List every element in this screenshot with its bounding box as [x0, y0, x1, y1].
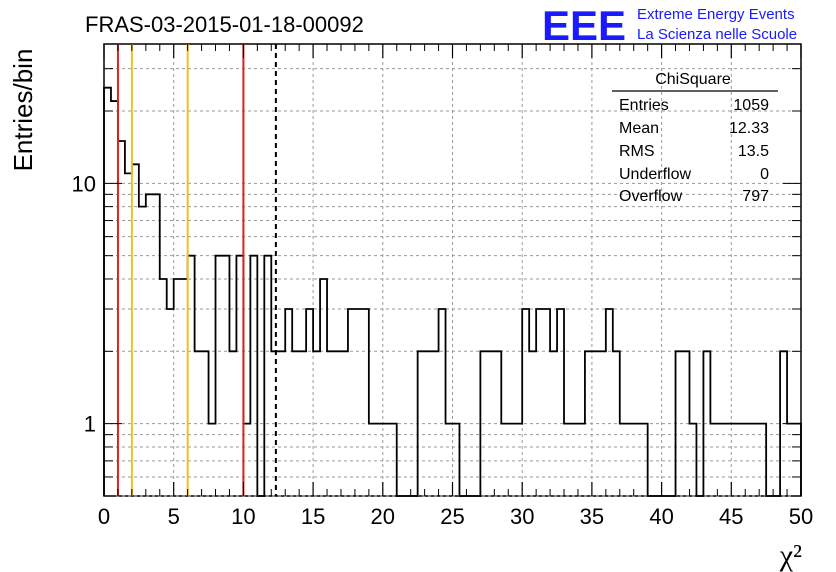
x-axis-label: χ²	[779, 539, 802, 572]
x-tick-label: 50	[789, 504, 813, 529]
y-tick-label: 1	[84, 412, 96, 437]
x-tick-label: 15	[301, 504, 325, 529]
x-tick-label: 10	[231, 504, 255, 529]
marker-lines	[116, 44, 277, 496]
x-tick-label: 5	[168, 504, 180, 529]
stats-label-overflow: Overflow	[619, 188, 683, 205]
logo-line-2: La Scienza nelle Scuole	[637, 26, 797, 43]
x-tick-label: 30	[510, 504, 534, 529]
stats-name: ChiSquare	[655, 71, 731, 88]
histogram-outline	[103, 86, 802, 497]
x-tick-label: 0	[98, 504, 110, 529]
stats-value-underflow: 0	[760, 166, 769, 183]
axes: 0 5 10 15 20 25 30 35 40 45 50 1 10	[72, 44, 813, 529]
y-axis-label: Entries/bin	[8, 49, 38, 172]
x-tick-label: 40	[649, 504, 673, 529]
x-tick-label: 20	[371, 504, 395, 529]
logo-line-1: Extreme Energy Events	[637, 6, 795, 23]
stats-value-overflow: 797	[742, 188, 769, 205]
logo-eee: EEE	[542, 2, 626, 49]
histogram-bins	[103, 86, 802, 497]
x-tick-label: 45	[719, 504, 743, 529]
stats-value-rms: 13.5	[738, 143, 769, 160]
chart-title: FRAS-03-2015-01-18-00092	[85, 12, 364, 37]
stats-value-entries: 1059	[733, 97, 769, 114]
stats-label-entries: Entries	[619, 97, 669, 114]
stats-value-mean: 12.33	[729, 120, 769, 137]
stats-box: ChiSquare Entries 1059 Mean 12.33 RMS 13…	[612, 71, 778, 205]
stats-label-rms: RMS	[619, 143, 655, 160]
stats-label-mean: Mean	[619, 120, 659, 137]
x-tick-label: 25	[440, 504, 464, 529]
stats-label-underflow: Underflow	[619, 166, 691, 183]
y-tick-label: 10	[72, 171, 96, 196]
x-tick-label: 35	[580, 504, 604, 529]
